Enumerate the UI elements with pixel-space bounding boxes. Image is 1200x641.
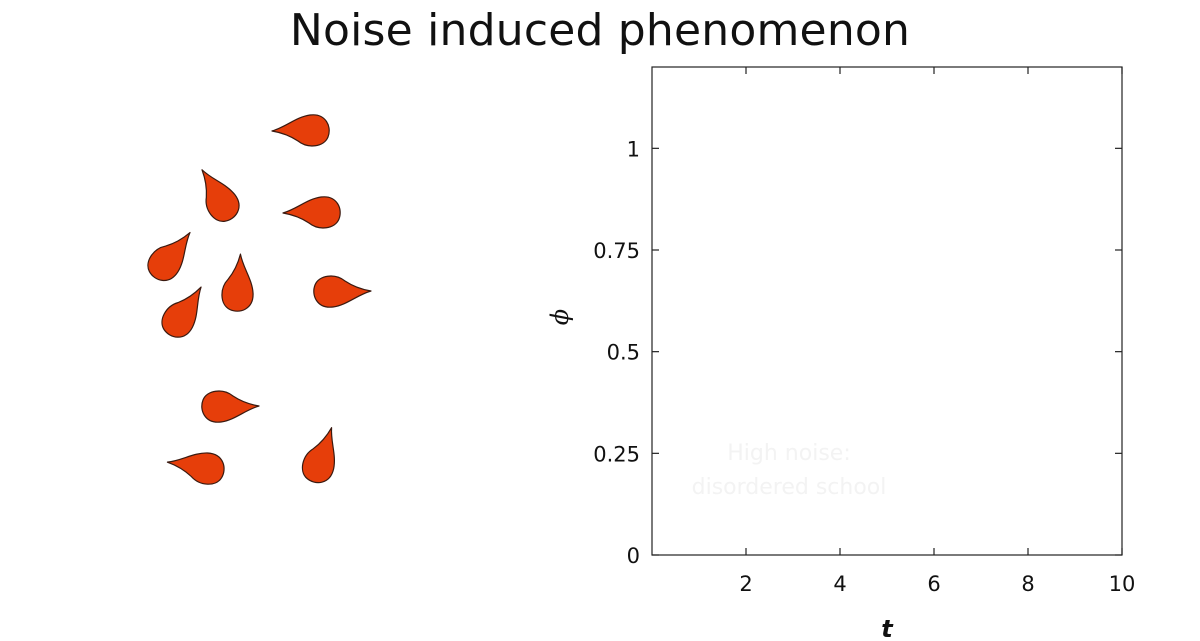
fish-icon (147, 231, 191, 282)
fish-icon (166, 452, 225, 485)
y-tick-label: 0.5 (607, 341, 640, 365)
slide-title: Noise induced phenomenon (289, 5, 911, 56)
fish-icon (301, 427, 335, 484)
y-tick-label: 0.25 (593, 442, 640, 466)
fish-school (147, 114, 372, 485)
fish-icon (161, 286, 202, 338)
fish-icon (201, 169, 240, 222)
x-tick-label: 4 (833, 572, 846, 596)
fish-icon (271, 114, 330, 147)
fish-icon (313, 275, 372, 308)
x-tick-label: 2 (739, 572, 752, 596)
fish-icon (282, 196, 341, 229)
fish-icon (221, 253, 254, 312)
x-tick-label: 6 (927, 572, 940, 596)
plot-frame (651, 66, 1123, 556)
fish-icon (201, 390, 260, 423)
chart-annotation-line: disordered school (692, 475, 887, 500)
x-tick-label: 8 (1021, 572, 1034, 596)
chart-annotation-line: High noise: (727, 441, 850, 466)
y-tick-label: 0.75 (593, 239, 640, 263)
x-tick-label: 10 (1109, 572, 1136, 596)
x-axis-label: t (881, 615, 894, 641)
y-tick-label: 0 (627, 544, 640, 568)
y-tick-label: 1 (627, 137, 640, 161)
y-axis-label: ϕ (546, 309, 574, 325)
